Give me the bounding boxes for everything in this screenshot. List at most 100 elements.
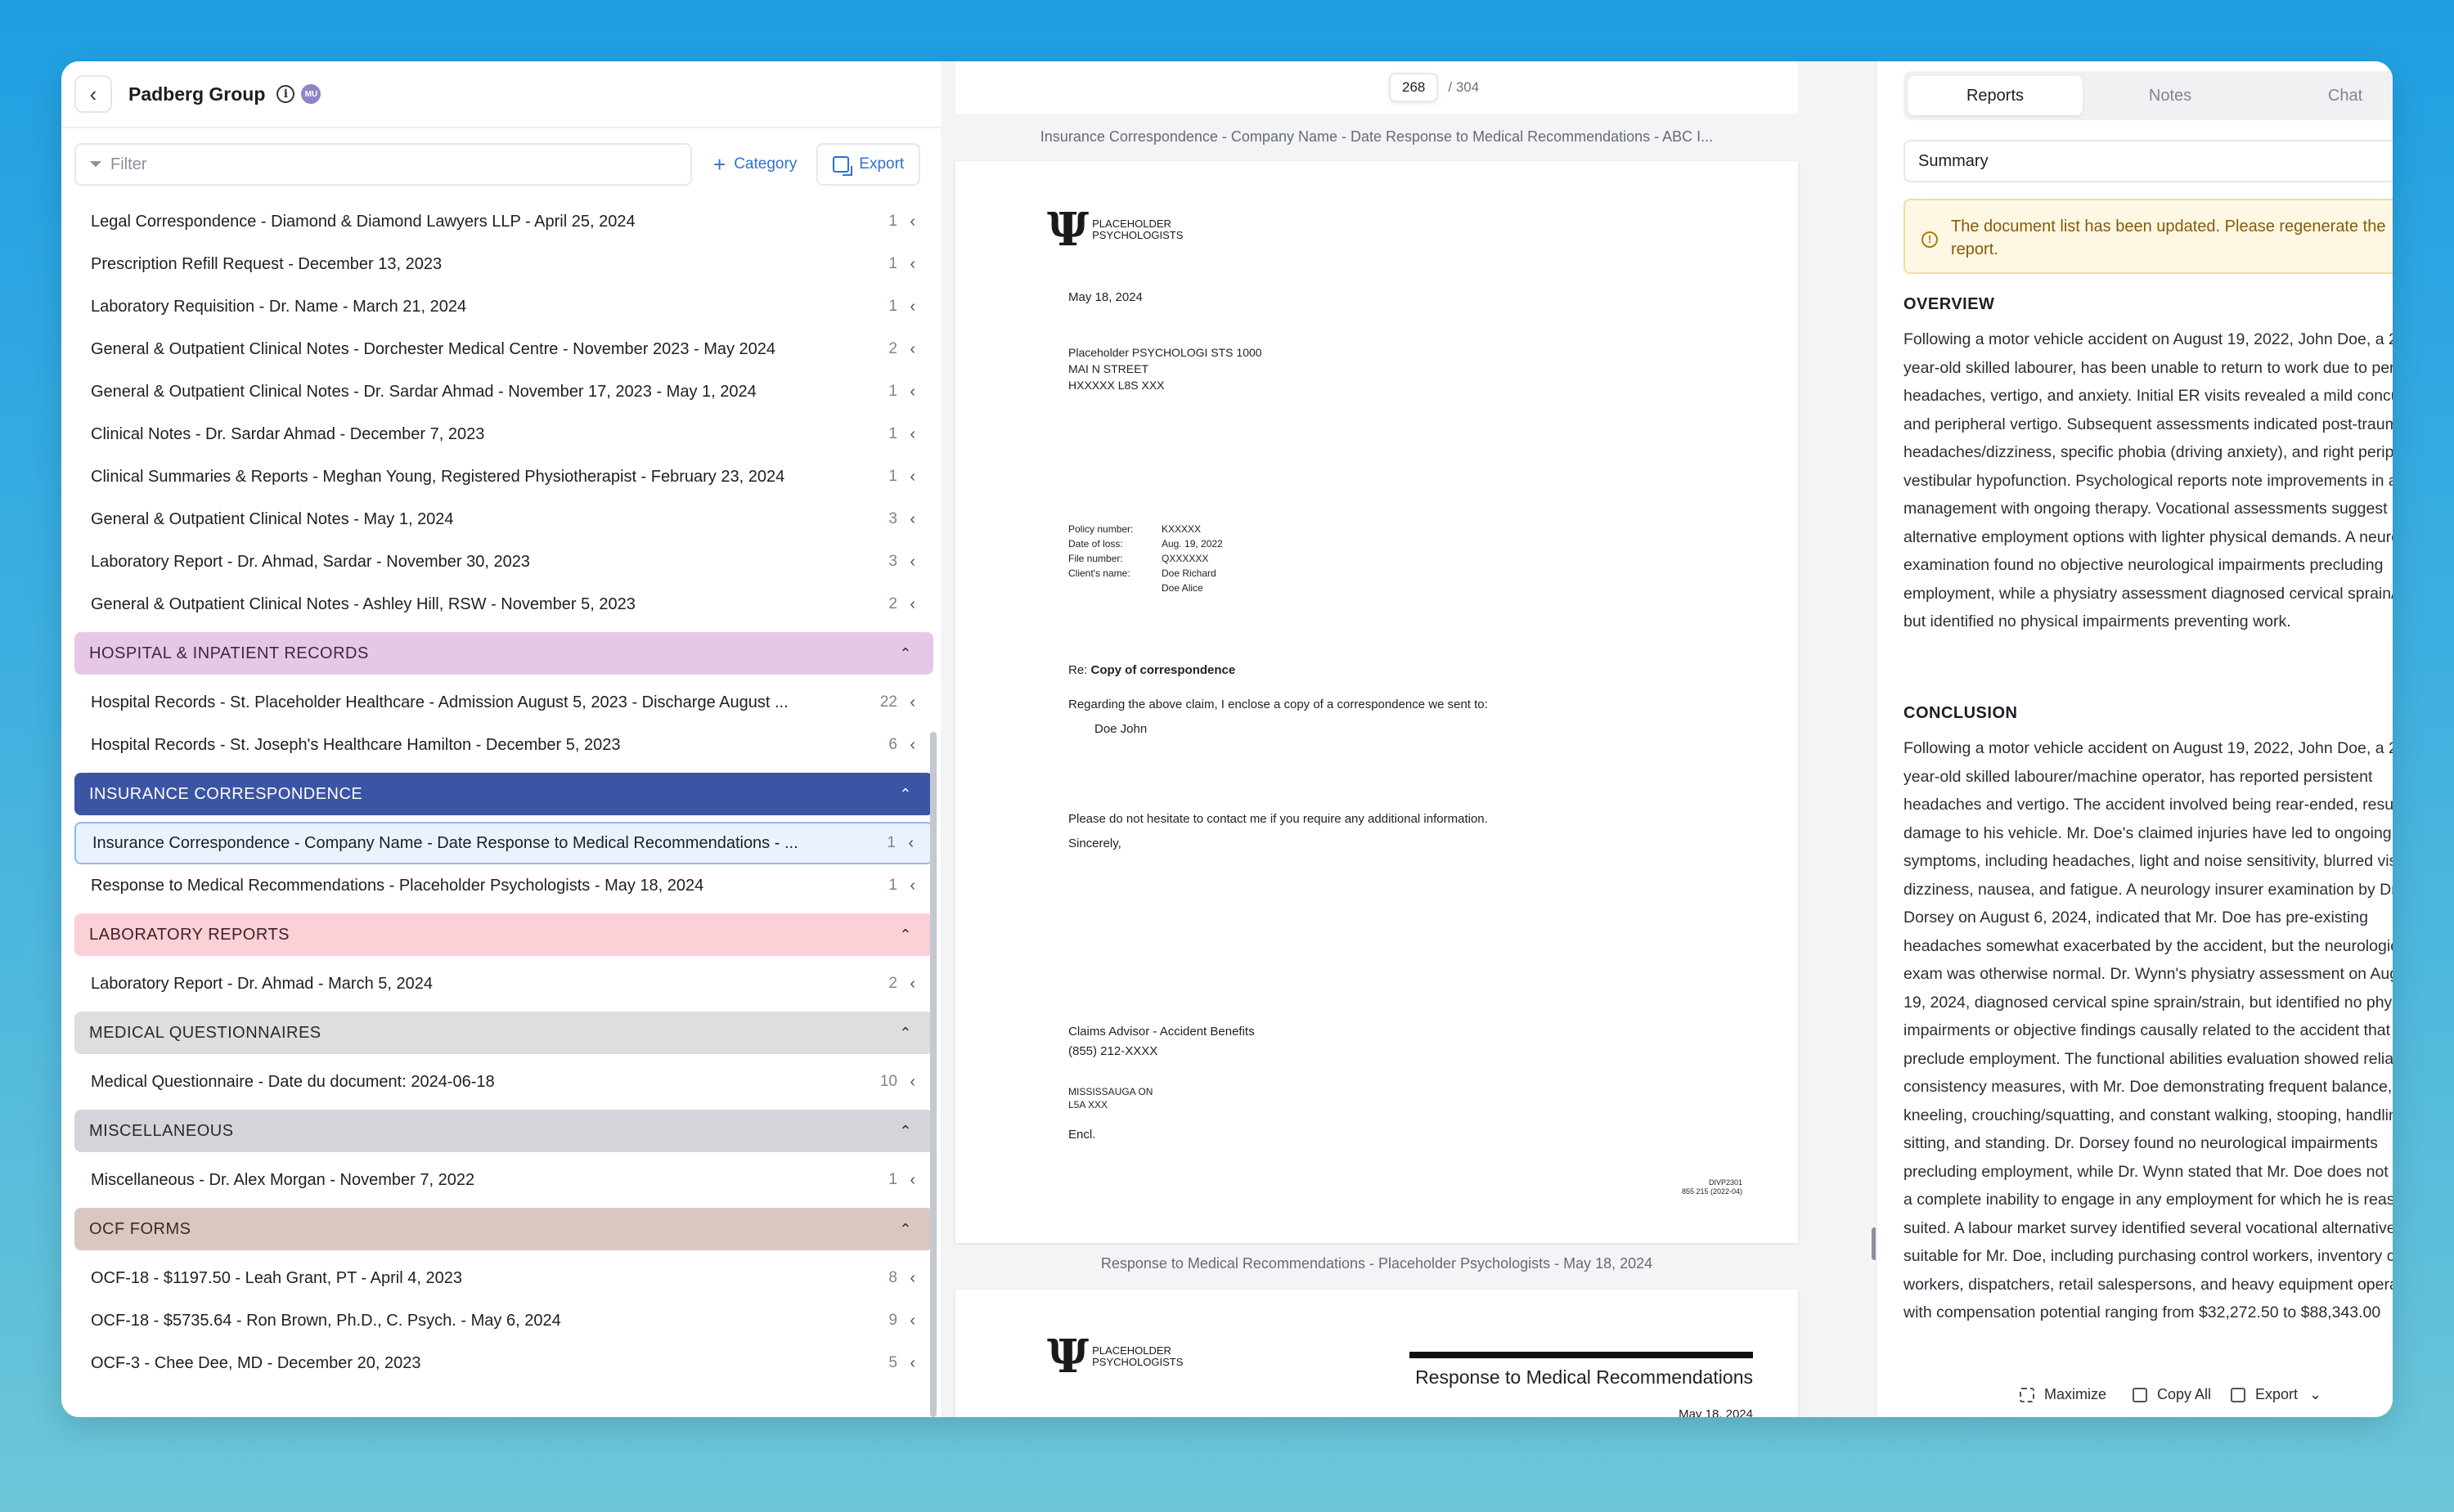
re-subject: Copy of correspondence bbox=[1090, 663, 1236, 677]
chevron-left-icon[interactable]: ‹ bbox=[910, 1170, 915, 1189]
document-title: General & Outpatient Clinical Notes - Ma… bbox=[91, 509, 454, 528]
document-row[interactable]: General & Outpatient Clinical Notes - Ma… bbox=[74, 498, 933, 541]
document-row[interactable]: General & Outpatient Clinical Notes - Do… bbox=[74, 328, 933, 370]
category-header[interactable]: OCF FORMS ⌃ bbox=[74, 1208, 933, 1250]
letter-body-1: Regarding the above claim, I enclose a c… bbox=[1068, 698, 1488, 711]
form-code-2: 855 215 (2022-04) bbox=[1681, 1187, 1742, 1196]
panel-divider[interactable] bbox=[1876, 61, 1877, 1417]
chevron-left-icon[interactable]: ‹ bbox=[910, 552, 915, 571]
tab-notes[interactable]: Notes bbox=[2148, 86, 2192, 105]
tab-reports[interactable]: Reports bbox=[1908, 76, 2083, 115]
signature-line-4: L5A XXX bbox=[1068, 1099, 1108, 1110]
chevron-up-icon[interactable]: ⌃ bbox=[899, 1024, 912, 1041]
maximize-button[interactable]: Maximize bbox=[2020, 1386, 2106, 1403]
document-title: OCF-3 - Chee Dee, MD - December 20, 2023 bbox=[91, 1353, 421, 1372]
chevron-left-icon[interactable]: ‹ bbox=[910, 693, 915, 711]
category-header[interactable]: MEDICAL QUESTIONNAIRES ⌃ bbox=[74, 1012, 933, 1054]
add-category-button[interactable]: + Category bbox=[700, 143, 810, 186]
chevron-left-icon[interactable]: ‹ bbox=[910, 1353, 915, 1372]
document-row[interactable]: Clinical Notes - Dr. Sardar Ahmad - Dece… bbox=[74, 413, 933, 455]
chevron-up-icon[interactable]: ⌃ bbox=[899, 785, 912, 802]
document-row[interactable]: Miscellaneous - Dr. Alex Morgan - Novemb… bbox=[74, 1159, 933, 1201]
re-prefix: Re: bbox=[1068, 663, 1088, 677]
chevron-left-icon[interactable]: ‹ bbox=[910, 594, 915, 613]
logo-line-1: PLACEHOLDER bbox=[1092, 1344, 1171, 1357]
document-title: Clinical Summaries & Reports - Meghan Yo… bbox=[91, 467, 785, 486]
chevron-up-icon[interactable]: ⌃ bbox=[899, 1220, 912, 1237]
heading-rule bbox=[1409, 1352, 1753, 1358]
viewer-scrollbar[interactable] bbox=[1872, 1227, 1877, 1260]
plus-icon: + bbox=[713, 151, 726, 177]
chevron-left-icon[interactable]: ‹ bbox=[910, 212, 915, 231]
document-row[interactable]: Insurance Correspondence - Company Name … bbox=[74, 822, 933, 864]
category-header[interactable]: HOSPITAL & INPATIENT RECORDS ⌃ bbox=[74, 632, 933, 675]
page-number-input[interactable]: 268 bbox=[1389, 73, 1439, 102]
document-row[interactable]: Hospital Records - St. Joseph's Healthca… bbox=[74, 724, 933, 766]
address-line-3: HXXXXX L8S XXX bbox=[1068, 379, 1165, 392]
report-tabs: Reports Notes Chat bbox=[1903, 71, 2393, 120]
chevron-left-icon[interactable]: ‹ bbox=[910, 974, 915, 993]
report-type-select[interactable]: Summary ⌄ bbox=[1903, 140, 2393, 182]
chevron-left-icon[interactable]: ‹ bbox=[910, 467, 915, 486]
document-row[interactable]: Laboratory Report - Dr. Ahmad - March 5,… bbox=[74, 962, 933, 1005]
chevron-up-icon[interactable]: ⌃ bbox=[899, 926, 912, 943]
tab-chat[interactable]: Chat bbox=[2327, 86, 2363, 105]
chevron-left-icon[interactable]: ‹ bbox=[910, 382, 915, 401]
document-row[interactable]: General & Outpatient Clinical Notes - As… bbox=[74, 583, 933, 626]
signature-line-1: Claims Advisor - Accident Benefits bbox=[1068, 1025, 1255, 1039]
filter-placeholder: Filter bbox=[110, 155, 147, 173]
document-row[interactable]: OCF-18 - $5735.64 - Ron Brown, Ph.D., C.… bbox=[74, 1299, 933, 1342]
copy-all-button[interactable]: Copy All bbox=[2133, 1386, 2211, 1403]
document-row[interactable]: Clinical Summaries & Reports - Meghan Yo… bbox=[74, 455, 933, 498]
document-title: Clinical Notes - Dr. Sardar Ahmad - Dece… bbox=[91, 424, 485, 443]
conclusion-heading: CONCLUSION bbox=[1903, 704, 2018, 722]
file-label: File number: bbox=[1068, 553, 1123, 564]
document-title: General & Outpatient Clinical Notes - As… bbox=[91, 594, 636, 613]
page-count: 3 bbox=[888, 553, 897, 570]
document-page-2: Ψ PLACEHOLDER PSYCHOLOGISTS Response to M… bbox=[955, 1290, 1798, 1417]
document-row[interactable]: Prescription Refill Request - December 1… bbox=[74, 243, 933, 285]
page-count: 9 bbox=[888, 1312, 897, 1329]
chevron-left-icon[interactable]: ‹ bbox=[910, 254, 915, 273]
add-category-label: Category bbox=[734, 155, 798, 173]
address-line-2: MAI N STREET bbox=[1068, 362, 1149, 375]
document-caption-2: Response to Medical Recommendations - Pl… bbox=[1100, 1255, 1653, 1272]
document-title: OCF-18 - $5735.64 - Ron Brown, Ph.D., C.… bbox=[91, 1311, 561, 1330]
chevron-left-icon[interactable]: ‹ bbox=[910, 424, 915, 443]
logo-line-1: PLACEHOLDER bbox=[1092, 218, 1171, 230]
chevron-left-icon[interactable]: ‹ bbox=[910, 339, 915, 358]
chevron-left-icon[interactable]: ‹ bbox=[910, 735, 915, 754]
document-row[interactable]: Hospital Records - St. Placeholder Healt… bbox=[74, 681, 933, 724]
letter-date: May 18, 2024 bbox=[1068, 290, 1143, 304]
report-export-button[interactable]: Export ⌄ bbox=[2231, 1386, 2321, 1403]
chevron-left-icon[interactable]: ‹ bbox=[910, 876, 915, 895]
document-page: Ψ PLACEHOLDER PSYCHOLOGISTS May 18, 2024 … bbox=[955, 161, 1798, 1243]
back-button[interactable]: ‹ bbox=[74, 75, 112, 113]
category-header[interactable]: MISCELLANEOUS ⌃ bbox=[74, 1110, 933, 1152]
client-value-1: Doe Richard bbox=[1162, 568, 1216, 579]
document-row[interactable]: Laboratory Report - Dr. Ahmad, Sardar - … bbox=[74, 541, 933, 583]
list-scrollbar[interactable] bbox=[930, 732, 937, 1417]
document-row[interactable]: Laboratory Requisition - Dr. Name - Marc… bbox=[74, 285, 933, 328]
document-row[interactable]: OCF-18 - $1197.50 - Leah Grant, PT - Apr… bbox=[74, 1257, 933, 1299]
info-icon[interactable]: i bbox=[276, 85, 295, 103]
chevron-left-icon[interactable]: ‹ bbox=[910, 1311, 915, 1330]
chevron-up-icon[interactable]: ⌃ bbox=[899, 644, 912, 662]
chevron-up-icon[interactable]: ⌃ bbox=[899, 1122, 912, 1139]
client-value-2: Doe Alice bbox=[1162, 582, 1203, 594]
document-row[interactable]: General & Outpatient Clinical Notes - Dr… bbox=[74, 370, 933, 413]
chevron-left-icon[interactable]: ‹ bbox=[908, 833, 914, 852]
export-button[interactable]: Export bbox=[816, 143, 921, 186]
chevron-left-icon[interactable]: ‹ bbox=[910, 297, 915, 316]
document-row[interactable]: Medical Questionnaire - Date du document… bbox=[74, 1061, 933, 1103]
category-header[interactable]: INSURANCE CORRESPONDENCE ⌃ bbox=[74, 773, 933, 815]
document-row[interactable]: Legal Correspondence - Diamond & Diamond… bbox=[74, 200, 933, 243]
logo-line-2: PSYCHOLOGISTS bbox=[1092, 1356, 1184, 1368]
chevron-left-icon[interactable]: ‹ bbox=[910, 1268, 915, 1287]
document-row[interactable]: Response to Medical Recommendations - Pl… bbox=[74, 864, 933, 907]
category-header[interactable]: LABORATORY REPORTS ⌃ bbox=[74, 913, 933, 956]
filter-input[interactable]: ⏷ Filter bbox=[74, 143, 692, 186]
chevron-left-icon[interactable]: ‹ bbox=[910, 509, 915, 528]
chevron-left-icon[interactable]: ‹ bbox=[910, 1072, 915, 1091]
document-row[interactable]: OCF-3 - Chee Dee, MD - December 20, 2023… bbox=[74, 1342, 933, 1384]
